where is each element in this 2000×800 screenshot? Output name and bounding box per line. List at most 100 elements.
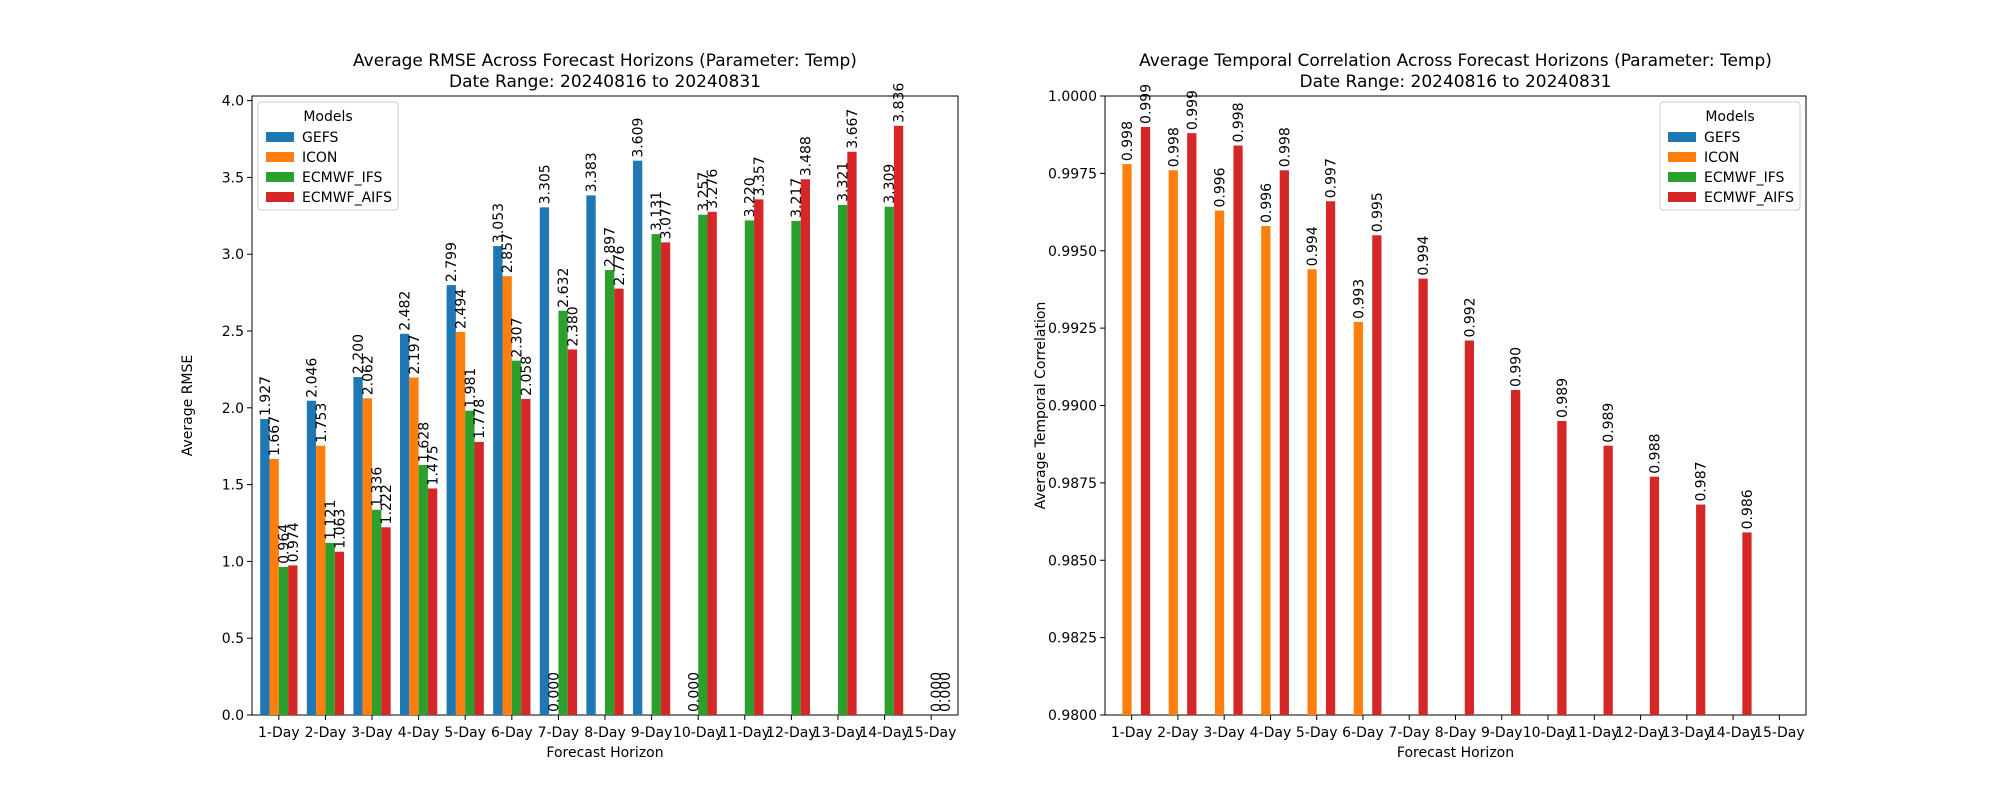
bar-ecmwf_aifs — [1696, 504, 1706, 715]
bar-gefs — [260, 419, 270, 715]
bar-ecmwf_ifs — [605, 270, 615, 715]
y-tick-label: 1.5 — [222, 478, 244, 494]
legend-label: ICON — [302, 150, 337, 166]
legend-swatch — [1668, 132, 1696, 142]
x-tick-label: 7-Day — [538, 725, 580, 741]
data-label: 0.000 — [938, 672, 954, 712]
data-label: 2.062 — [360, 355, 376, 395]
x-tick-label: 10-Day — [673, 725, 724, 741]
bar-icon — [362, 398, 373, 715]
bar-icon — [1353, 321, 1363, 715]
bar-ecmwf_aifs — [1603, 445, 1613, 715]
x-tick-label: 9-Day — [631, 725, 673, 741]
bar-ecmwf_aifs — [754, 199, 764, 715]
x-axis-label: Forecast Horizon — [1397, 745, 1514, 761]
y-tick-label: 3.0 — [222, 247, 244, 263]
y-tick-label: 4.0 — [222, 94, 244, 110]
bar-gefs — [353, 377, 363, 715]
chart-subtitle: Date Range: 20240816 to 20240831 — [449, 72, 761, 92]
y-tick-label: 0.9850 — [1048, 553, 1097, 569]
legend-swatch — [266, 172, 294, 182]
bar-icon — [409, 377, 419, 715]
data-label: 2.482 — [398, 291, 414, 331]
legend-swatch — [266, 152, 294, 162]
bar-gefs — [632, 160, 643, 715]
x-tick-label: 15-Day — [906, 725, 957, 741]
data-label: 0.989 — [1555, 378, 1571, 418]
data-label: 0.989 — [1601, 403, 1617, 443]
bar-gefs — [446, 285, 456, 715]
chart-title: Average Temporal Correlation Across Fore… — [1139, 51, 1772, 71]
x-tick-label: 15-Day — [1754, 725, 1805, 741]
bar-ecmwf_ifs — [651, 234, 661, 716]
data-label: 0.964 — [276, 524, 292, 564]
legend-title: Models — [303, 109, 352, 125]
bar-ecmwf_aifs — [707, 211, 717, 715]
legend-label: GEFS — [1704, 130, 1741, 146]
x-tick-label: 1-Day — [258, 725, 300, 741]
x-tick-label: 2-Day — [1157, 725, 1199, 741]
x-tick-label: 6-Day — [1342, 725, 1384, 741]
bar-ecmwf_aifs — [893, 125, 904, 715]
bar-icon — [1122, 164, 1132, 716]
data-label: 3.131 — [649, 191, 665, 231]
x-tick-label: 3-Day — [1203, 725, 1245, 741]
y-axis-label: Average RMSE — [180, 355, 196, 456]
bar-ecmwf_aifs — [1742, 532, 1752, 715]
bar-icon — [316, 445, 326, 715]
bar-ecmwf_aifs — [288, 565, 298, 715]
x-axis-label: Forecast Horizon — [546, 745, 663, 761]
data-label: 3.488 — [798, 136, 814, 176]
bar-icon — [455, 331, 466, 715]
x-tick-label: 13-Day — [1662, 725, 1713, 741]
data-label: 0.999 — [1185, 90, 1201, 130]
bar-ecmwf_aifs — [1557, 420, 1567, 715]
data-label: 0.987 — [1694, 461, 1710, 501]
data-label: 3.667 — [845, 109, 861, 149]
bar-gefs — [586, 195, 596, 715]
x-tick-label: 11-Day — [1569, 725, 1620, 741]
legend-label: ICON — [1704, 150, 1739, 166]
bar-ecmwf_aifs — [1649, 476, 1660, 715]
y-tick-label: 1.0000 — [1048, 89, 1097, 105]
y-tick-label: 0.9925 — [1048, 321, 1097, 337]
y-tick-label: 0.9900 — [1048, 399, 1097, 415]
bar-gefs — [493, 246, 503, 716]
x-tick-label: 1-Day — [1111, 725, 1153, 741]
y-tick-label: 0.9950 — [1048, 244, 1097, 260]
x-tick-label: 8-Day — [584, 725, 626, 741]
data-label: 0.998 — [1120, 121, 1136, 161]
data-label: 3.609 — [631, 118, 647, 158]
data-label: 1.121 — [323, 500, 339, 540]
data-label: 2.857 — [500, 233, 516, 273]
data-label: 3.383 — [584, 152, 600, 192]
data-label: 3.357 — [752, 156, 768, 196]
legend-label: ECMWF_AIFS — [1704, 190, 1794, 206]
bar-icon — [269, 458, 279, 715]
bar-ecmwf_aifs — [1418, 278, 1428, 715]
bar-ecmwf_ifs — [744, 220, 755, 715]
bar-ecmwf_aifs — [427, 488, 438, 715]
bar-icon — [1307, 269, 1317, 715]
bar-ecmwf_ifs — [837, 204, 848, 715]
legend-label: ECMWF_AIFS — [302, 190, 392, 206]
data-label: 3.257 — [696, 172, 712, 212]
legend-title: Models — [1705, 109, 1754, 125]
data-label: 1.667 — [267, 416, 283, 456]
bar-ecmwf_ifs — [372, 509, 382, 715]
bar-ecmwf_aifs — [1325, 201, 1336, 716]
x-tick-label: 5-Day — [1296, 725, 1338, 741]
data-label: 1.222 — [379, 484, 395, 524]
bar-gefs — [399, 333, 410, 715]
data-label: 2.200 — [351, 334, 367, 374]
legend-swatch — [1668, 172, 1696, 182]
legend-swatch — [1668, 152, 1696, 162]
x-tick-label: 12-Day — [1615, 725, 1666, 741]
data-label: 0.993 — [1351, 279, 1367, 319]
x-tick-label: 11-Day — [720, 725, 771, 741]
data-label: 2.897 — [603, 227, 619, 267]
x-tick-label: 13-Day — [813, 725, 864, 741]
legend-box — [257, 101, 399, 211]
bar-ecmwf_aifs — [1233, 145, 1243, 715]
data-label: 2.632 — [556, 268, 572, 308]
